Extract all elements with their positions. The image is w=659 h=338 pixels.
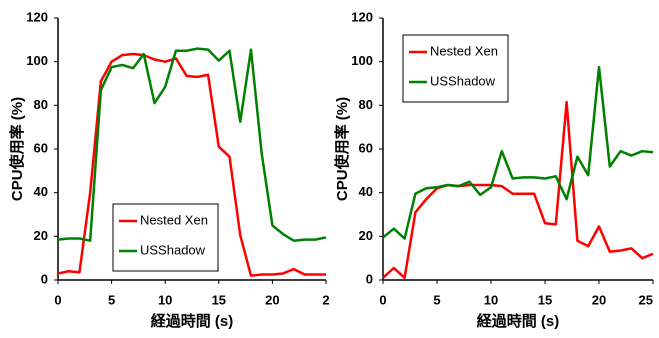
legend-box [112, 203, 219, 272]
legend-label: USShadow [140, 242, 206, 257]
y-tick-label: 40 [359, 184, 373, 199]
y-axis-label: CPU使用率 (%) [8, 97, 26, 201]
x-tick-label: 2 [322, 292, 329, 307]
series-line [57, 52, 326, 277]
y-tick-label: 40 [34, 184, 48, 199]
x-tick-label: 25 [639, 292, 653, 307]
x-tick-label: 20 [592, 292, 606, 307]
x-tick-label: 10 [484, 292, 498, 307]
legend-label: Nested Xen [140, 212, 208, 227]
x-tick-label: 5 [108, 292, 115, 307]
y-tick-label: 0 [366, 271, 373, 286]
x-tick-label: 0 [379, 292, 386, 307]
y-tick-label: 120 [351, 9, 373, 24]
x-axis-label: 経過時間 (s) [151, 312, 234, 330]
x-tick-label: 10 [158, 292, 172, 307]
y-tick-label: 100 [26, 53, 48, 68]
y-tick-label: 80 [34, 97, 48, 112]
x-tick-label: 5 [433, 292, 440, 307]
y-tick-label: 20 [359, 228, 373, 243]
y-tick-label: 0 [41, 271, 48, 286]
x-tick-label: 0 [54, 292, 61, 307]
y-tick-label: 60 [34, 140, 48, 155]
x-tick-label: 15 [538, 292, 552, 307]
y-tick-label: 80 [359, 97, 373, 112]
legend-label: USShadow [430, 73, 496, 88]
legend: Nested Xen USShadow [112, 203, 219, 272]
x-tick-label: 15 [212, 292, 226, 307]
y-axis-label: CPU使用率 (%) [333, 97, 351, 201]
y-tick-label: 20 [34, 228, 48, 243]
x-tick-label: 20 [265, 292, 279, 307]
legend: Nested Xen USShadow [402, 34, 509, 103]
y-tick-label: 60 [359, 140, 373, 155]
y-tick-label: 100 [351, 53, 373, 68]
x-axis-label: 経過時間 (s) [477, 312, 560, 330]
legend-label: Nested Xen [430, 43, 498, 58]
series-line [382, 100, 654, 280]
series-line [382, 65, 654, 240]
legend-box [402, 34, 509, 103]
series-line [57, 47, 327, 242]
y-tick-label: 120 [26, 9, 48, 24]
